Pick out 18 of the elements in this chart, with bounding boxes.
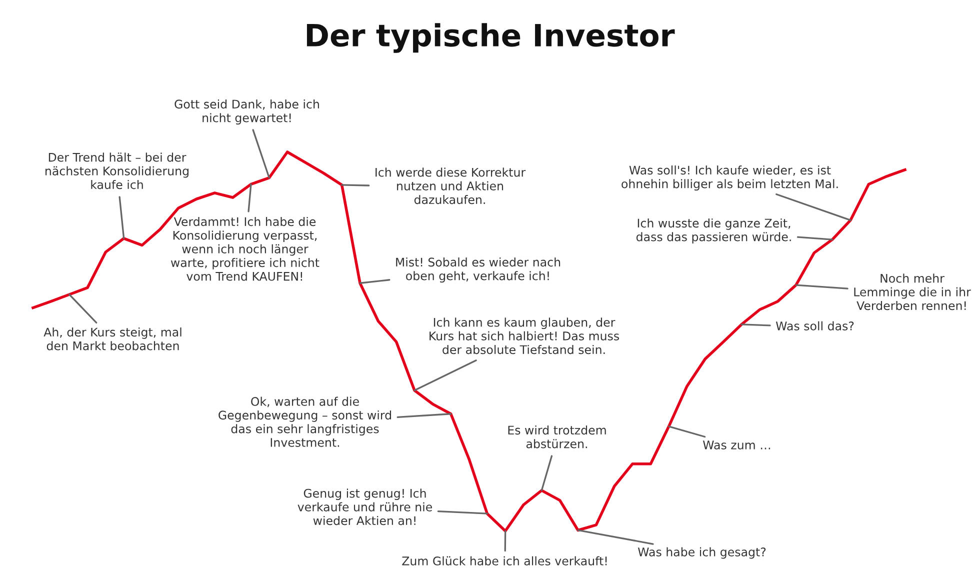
annotation: Was zum … <box>702 440 770 450</box>
annotation: Ich kann es kaum glauben, der Kurs hat sich halbiert! Das muss der absolute Tiefstand sein. <box>430 318 620 354</box>
annotation: Mist! Sobald es wieder nach oben geht, verkaufe ich! <box>396 257 560 283</box>
annotation: Ah, der Kurs steigt, mal den Markt beobachten <box>44 327 182 350</box>
annotation: Genug ist genug! Ich verkaufe und rühre nie wieder Aktien an! <box>298 488 432 526</box>
annotation: Verdammt! Ich habe die Konsolidierung verpasst, wenn ich noch länger warte, profitiere ich nicht vom Trend KAUFEN! <box>170 216 320 281</box>
annotation: Was soll das? <box>776 321 854 330</box>
annotation: Ok, warten auf die Gegenbewegung – sonst wird das ein sehr langfristiges Investment. <box>218 396 391 447</box>
text: Was habe ich gesagt? <box>638 547 766 559</box>
annotation: Der Trend hält – bei der nächsten Konsolidierung kaufe ich <box>46 152 188 190</box>
annotation: Es wird trotzdem abstürzen. <box>508 425 606 448</box>
chart-title: Der typische Investor <box>306 23 675 53</box>
text: Gott seid Dank, habe ich nicht gewartet! <box>174 99 319 125</box>
annotation: Ich werde diese Korrektur nutzen und Aktien dazukaufen. <box>376 168 526 204</box>
annotation: Noch mehr Lemminge die in ihr Verderben rennen! <box>854 274 971 310</box>
text: Zum Glück habe ich alles verkauft! <box>402 556 607 566</box>
annotation: Ich wusste die ganze Zeit, dass das passieren würde. <box>636 218 791 244</box>
annotation: Was soll's! Ich kaufe wieder, es ist ohnehin billiger als beim letzten Mal. <box>622 165 838 191</box>
